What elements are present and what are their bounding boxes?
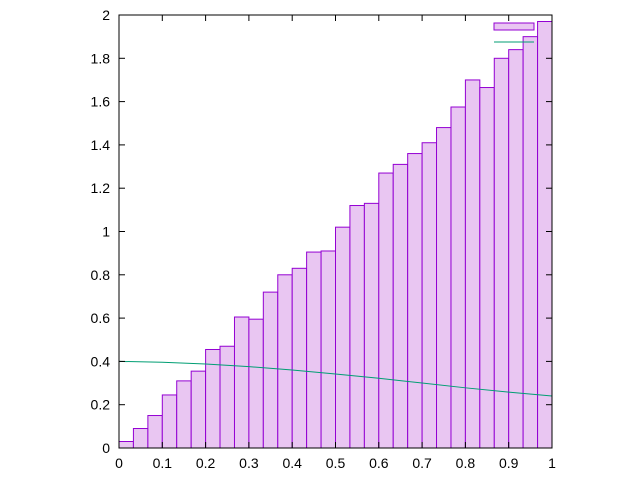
histogram-bar xyxy=(479,87,495,449)
histogram-bar xyxy=(464,79,481,449)
y-tick-label: 1 xyxy=(102,224,110,240)
histogram-bar xyxy=(306,251,322,449)
histogram-bar xyxy=(219,345,235,449)
histogram-bar xyxy=(436,127,452,449)
line-series-path xyxy=(118,360,553,397)
histogram-bar xyxy=(190,370,207,449)
x-tick-label: 0.9 xyxy=(499,455,519,471)
histogram-bar xyxy=(233,316,250,449)
x-tick-label: 0.8 xyxy=(456,455,476,471)
histogram-bar xyxy=(537,20,553,449)
histogram-bar xyxy=(493,57,510,449)
histogram-bar xyxy=(363,202,380,449)
histogram-bar xyxy=(291,267,308,449)
x-tick-label: 0.2 xyxy=(196,455,216,471)
histogram-bar xyxy=(522,36,539,449)
x-axis-tick-labels: 0 0.1 0.2 0.3 0.4 0.5 0.6 0.7 0.8 0.9 1 xyxy=(115,455,556,471)
x-tick-label: 0.6 xyxy=(369,455,389,471)
x-tick-label: 0.4 xyxy=(282,455,302,471)
x-tick-label: 0.3 xyxy=(239,455,259,471)
y-tick-label: 1.4 xyxy=(91,137,111,153)
y-tick-label: 1.6 xyxy=(91,94,111,110)
histogram-bar xyxy=(176,380,192,449)
x-tick-label: 0 xyxy=(115,455,123,471)
line-series xyxy=(118,360,553,397)
axis-ticks xyxy=(118,14,553,449)
histogram-bar xyxy=(407,153,423,449)
histogram-bar xyxy=(508,49,524,449)
y-axis-tick-labels: 0 0.2 0.4 0.6 0.8 1 1.2 1.4 1.6 1.8 2 xyxy=(91,7,111,456)
x-tick-label: 0.1 xyxy=(153,455,173,471)
x-tick-label: 1 xyxy=(548,455,556,471)
y-tick-label: 1.2 xyxy=(91,180,111,196)
y-tick-label: 1.8 xyxy=(91,50,111,66)
histogram-bar xyxy=(450,106,466,449)
y-tick-label: 2 xyxy=(102,7,110,23)
y-tick-label: 0.6 xyxy=(91,310,111,326)
histogram-bar xyxy=(335,226,351,449)
histogram-bar xyxy=(277,274,293,449)
histogram-bars xyxy=(118,20,553,449)
histogram-bar xyxy=(392,163,409,449)
y-tick-label: 0 xyxy=(102,440,110,456)
x-tick-label: 0.5 xyxy=(326,455,346,471)
x-tick-label: 0.7 xyxy=(412,455,432,471)
histogram-bar xyxy=(118,441,134,449)
histogram-bar xyxy=(378,172,394,449)
legend xyxy=(493,22,535,43)
histogram-bar xyxy=(161,394,178,449)
histogram-bar xyxy=(147,415,163,449)
histogram-bar xyxy=(421,142,438,449)
histogram-bar xyxy=(320,250,336,449)
histogram-bar xyxy=(262,291,279,449)
histogram-bar xyxy=(132,428,149,449)
histogram-bar xyxy=(349,205,365,449)
y-tick-label: 0.4 xyxy=(91,353,111,369)
histogram-bar xyxy=(248,318,264,449)
legend-histogram-swatch xyxy=(493,22,535,31)
y-tick-label: 0.2 xyxy=(91,397,111,413)
y-tick-label: 0.8 xyxy=(91,267,111,283)
